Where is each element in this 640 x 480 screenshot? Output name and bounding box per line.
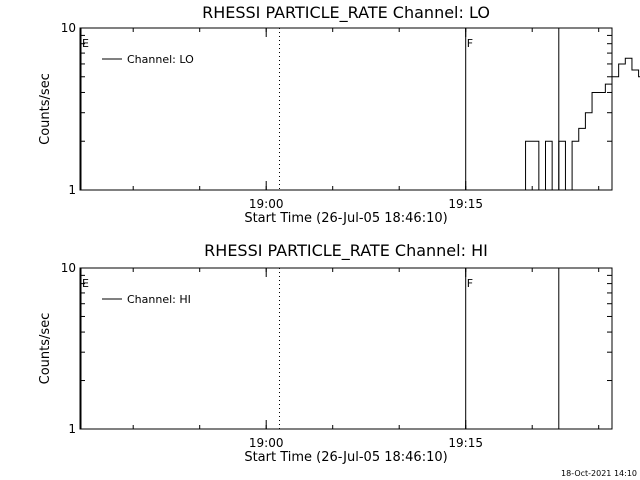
x-axis-label: Start Time (26-Jul-05 18:46:10) bbox=[244, 450, 447, 465]
y-tick-label: 1 bbox=[68, 422, 76, 436]
x-tick-label: 19:15 bbox=[448, 436, 483, 450]
series-line bbox=[518, 57, 640, 191]
y-axis-label: Counts/sec bbox=[38, 73, 53, 145]
event-marker-label: E bbox=[82, 37, 89, 50]
y-tick-label: 10 bbox=[61, 261, 76, 275]
x-axis-label: Start Time (26-Jul-05 18:46:10) bbox=[244, 211, 447, 226]
chart-title: RHESSI PARTICLE_RATE Channel: HI bbox=[204, 241, 488, 261]
y-axis-label: Counts/sec bbox=[38, 313, 53, 385]
panel-lo: RHESSI PARTICLE_RATE Channel: LO 1 10 Count… bbox=[38, 3, 640, 226]
event-marker-label: F bbox=[467, 37, 473, 50]
legend-entry: Channel: HI bbox=[127, 293, 191, 306]
x-tick-label: 19:00 bbox=[249, 436, 284, 450]
y-tick-label: 10 bbox=[61, 21, 76, 35]
plot-frame bbox=[79, 27, 613, 191]
footer-timestamp: 18-Oct-2021 14:10 bbox=[561, 469, 637, 478]
x-tick-label: 19:15 bbox=[448, 197, 483, 211]
event-marker-label: E bbox=[82, 277, 89, 290]
x-tick-label: 19:00 bbox=[249, 197, 284, 211]
event-marker-label: F bbox=[467, 277, 473, 290]
plot-frame bbox=[79, 267, 613, 430]
panel-hi: RHESSI PARTICLE_RATE Channel: HI 1 10 Count… bbox=[38, 241, 613, 465]
legend-entry: Channel: LO bbox=[127, 53, 194, 66]
y-tick-label: 1 bbox=[68, 183, 76, 197]
chart-title: RHESSI PARTICLE_RATE Channel: LO bbox=[202, 3, 490, 23]
